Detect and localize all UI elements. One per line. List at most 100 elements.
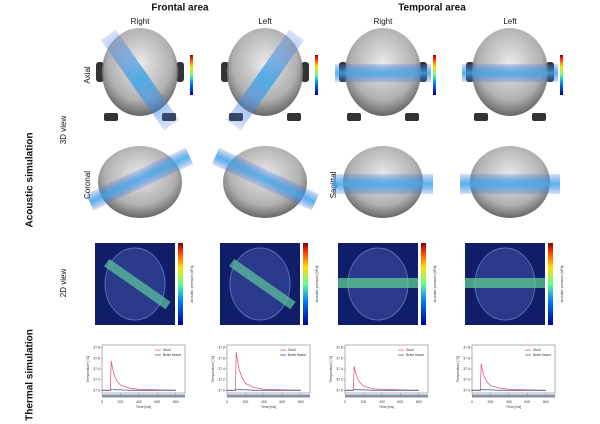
y-tick-label: 37.4 xyxy=(336,367,343,371)
y-tick-label: 37.2 xyxy=(218,378,225,382)
exposure-bar xyxy=(102,394,185,398)
legend-label: Skull xyxy=(288,348,296,352)
colorbar xyxy=(303,243,308,325)
x-tick-label: 200 xyxy=(488,400,494,404)
group-header: Temporal area xyxy=(398,3,466,14)
ear xyxy=(221,62,229,82)
x-tick-label: 800 xyxy=(298,400,304,404)
legend-label: Brain tissue xyxy=(163,353,181,357)
x-tick-label: 600 xyxy=(397,400,403,404)
x-tick-label: 400 xyxy=(261,400,267,404)
transducer xyxy=(405,113,419,121)
y-tick-label: 37.8 xyxy=(336,346,343,350)
x-tick-label: 400 xyxy=(136,400,142,404)
y-tick-label: 37.4 xyxy=(463,367,470,371)
y-tick-label: 37.2 xyxy=(93,378,100,382)
x-tick-label: 0 xyxy=(101,400,103,404)
beam xyxy=(333,174,433,194)
series-line xyxy=(472,363,546,391)
ear xyxy=(176,62,184,82)
thermal-chart: 37.0 37.2 37.4 37.6 37.8 0 200 400 600 800 Time [m… xyxy=(329,344,429,409)
y-tick-label: 37.0 xyxy=(93,388,100,392)
colorbar xyxy=(315,55,318,95)
legend-label: Skull xyxy=(406,348,414,352)
series-line xyxy=(345,366,419,391)
colorbar xyxy=(560,55,563,95)
legend-label: Brain tissue xyxy=(406,353,424,357)
x-tick-label: 600 xyxy=(279,400,285,404)
series-line xyxy=(227,388,301,391)
thermal-chart: 37.0 37.2 37.4 37.6 37.8 0 200 400 600 800 Time [m… xyxy=(456,344,556,409)
y-axis-label: Temperature [°C] xyxy=(211,356,215,383)
row-label: 2D view xyxy=(59,269,68,298)
y-tick-label: 37.4 xyxy=(218,367,225,371)
transducer xyxy=(532,113,546,121)
colorbar-label: Acoustic pressure [kPa] xyxy=(315,266,319,303)
series-line xyxy=(102,360,176,391)
slice-beam xyxy=(229,258,296,310)
x-tick-label: 0 xyxy=(226,400,228,404)
x-tick-label: 0 xyxy=(471,400,473,404)
x-tick-label: 400 xyxy=(506,400,512,404)
y-axis-label: Temperature [°C] xyxy=(329,356,333,383)
y-tick-label: 37.2 xyxy=(463,378,470,382)
slice-beam xyxy=(104,258,171,310)
beam xyxy=(226,29,304,131)
beam xyxy=(460,174,560,194)
beam xyxy=(335,64,431,82)
row-header: Acoustic simulation xyxy=(25,132,36,227)
transducer xyxy=(287,113,301,121)
x-tick-label: 800 xyxy=(416,400,422,404)
beam xyxy=(85,147,194,211)
column-header: Left xyxy=(258,17,272,26)
y-tick-label: 37.6 xyxy=(336,356,343,360)
transducer xyxy=(104,113,118,121)
colorbar-label: Acoustic pressure [kPa] xyxy=(560,266,564,303)
column-header: Right xyxy=(374,17,393,26)
column-header: Right xyxy=(131,17,150,26)
column-header: Left xyxy=(503,17,517,26)
series-line xyxy=(227,351,301,391)
x-tick-label: 200 xyxy=(361,400,367,404)
beam xyxy=(101,29,179,131)
x-tick-label: 0 xyxy=(344,400,346,404)
beam xyxy=(462,64,558,82)
colorbar xyxy=(190,55,193,95)
legend-label: Skull xyxy=(533,348,541,352)
x-tick-label: 800 xyxy=(543,400,549,404)
colorbar-label: Acoustic pressure [kPa] xyxy=(433,266,437,303)
ear xyxy=(96,62,104,82)
x-axis-label: Time [ms] xyxy=(261,405,276,409)
x-tick-label: 200 xyxy=(243,400,249,404)
y-tick-label: 37.0 xyxy=(336,388,343,392)
y-tick-label: 37.6 xyxy=(93,356,100,360)
exposure-bar xyxy=(345,394,428,398)
ear xyxy=(301,62,309,82)
x-axis-label: Time [ms] xyxy=(506,405,521,409)
y-tick-label: 37.6 xyxy=(463,356,470,360)
slice-beam xyxy=(465,278,545,288)
transducer xyxy=(474,113,488,121)
legend-label: Brain tissue xyxy=(533,353,551,357)
row-header: Thermal simulation xyxy=(25,329,36,421)
y-tick-label: 37.0 xyxy=(218,388,225,392)
colorbar xyxy=(421,243,426,325)
row-label: 3D view xyxy=(59,116,68,145)
y-tick-label: 37.8 xyxy=(463,346,470,350)
exposure-bar xyxy=(227,394,310,398)
y-tick-label: 37.2 xyxy=(336,378,343,382)
colorbar xyxy=(548,243,553,325)
y-axis-label: Temperature [°C] xyxy=(86,356,90,383)
x-tick-label: 600 xyxy=(524,400,530,404)
x-tick-label: 600 xyxy=(154,400,160,404)
row-label: Coronal xyxy=(83,171,92,199)
slice-beam xyxy=(338,278,418,288)
x-tick-label: 800 xyxy=(173,400,179,404)
legend-label: Brain tissue xyxy=(288,353,306,357)
row-label: Axial xyxy=(83,66,92,84)
colorbar xyxy=(433,55,436,95)
x-tick-label: 400 xyxy=(379,400,385,404)
y-tick-label: 37.6 xyxy=(218,356,225,360)
group-header: Frontal area xyxy=(151,3,209,14)
